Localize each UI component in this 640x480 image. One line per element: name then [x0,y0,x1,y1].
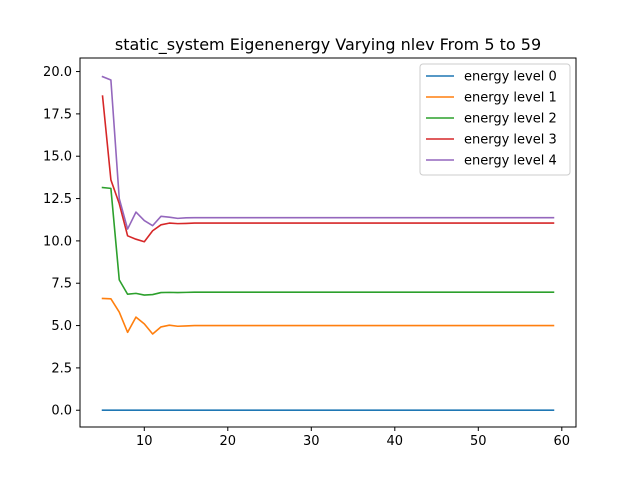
x-tick-label: 20 [220,434,237,449]
x-tick-label: 40 [387,434,404,449]
y-tick-label: 20.0 [43,65,72,80]
axes-frame [79,57,577,428]
axes: 10 20 30 40 50 60 0.0 2.5 5.0 7.5 10.0 12.5 15.0 17.5… [43,57,577,449]
plot-area [101,75,555,412]
legend-label-0: energy level 0 [464,70,557,85]
x-tick-label: 60 [554,434,571,449]
y-tick-label: 10.0 [43,234,72,249]
y-tick-label: 12.5 [43,192,72,207]
legend-label-2: energy level 2 [464,112,557,127]
legend-label-4: energy level 4 [464,154,557,169]
y-tick-label: 2.5 [51,361,72,376]
x-tick-label: 30 [303,434,320,449]
y-tick-label: 17.5 [43,107,72,122]
series-line-2 [101,186,555,296]
series-line-4 [101,75,555,230]
y-tick-label: 0.0 [51,404,72,419]
series-line-1 [101,297,555,335]
series-line-3 [101,95,555,243]
y-tick-label: 5.0 [51,319,72,334]
legend-label-3: energy level 3 [464,133,557,148]
y-tick-label: 15.0 [43,150,72,165]
legend-label-1: energy level 1 [464,91,557,106]
x-tick-label: 10 [136,434,153,449]
chart-title: static_system Eigenenergy Varying nlev F… [115,35,541,55]
x-tick-label: 50 [470,434,487,449]
y-tick-label: 7.5 [51,277,72,292]
legend: energy level 0 energy level 1 energy level… [419,63,571,176]
legend-box [419,63,571,176]
